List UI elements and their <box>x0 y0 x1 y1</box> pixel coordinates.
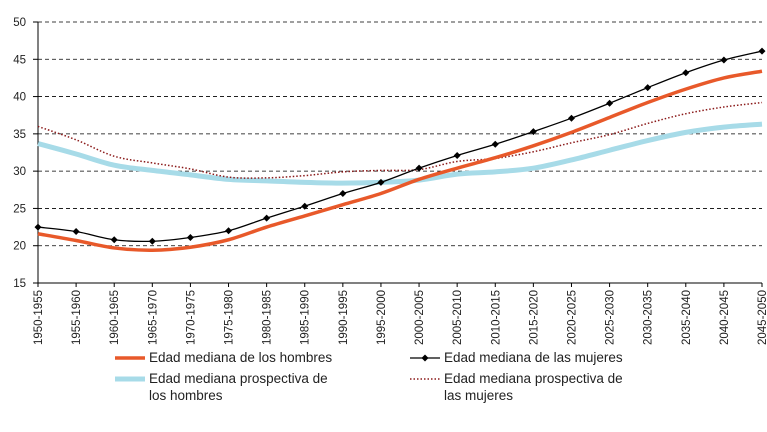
point-marker <box>263 214 271 222</box>
series-line <box>37 50 763 243</box>
chart: 15 20 25 30 35 40 45 50 1950-1955 1955-1960 1960-1… <box>13 17 767 345</box>
x-tick-label: 1990-1995 <box>338 290 350 345</box>
y-tick-label: 45 <box>13 54 26 66</box>
point-marker <box>72 228 80 236</box>
x-tick-label: 1965-1970 <box>147 290 159 345</box>
point-marker <box>148 237 156 245</box>
legend-swatch <box>410 354 440 362</box>
y-tick-label: 35 <box>13 129 26 141</box>
point-marker <box>606 99 614 107</box>
x-tick-label: 1950-1955 <box>33 290 45 345</box>
legend: Edad mediana de los hombres Edad mediana … <box>0 345 767 432</box>
point-marker <box>720 56 728 64</box>
point-marker <box>225 227 233 235</box>
y-tick-label: 25 <box>13 203 26 215</box>
x-tick-label: 2045-2050 <box>757 290 767 345</box>
legend-label: Edad mediana de las mujeres <box>444 350 623 365</box>
legend-item: Edad mediana prospectiva de las mujeres <box>410 370 629 404</box>
point-marker <box>34 223 42 231</box>
x-tick-label: 1955-1960 <box>71 290 83 345</box>
point-marker <box>415 164 423 172</box>
point-marker <box>529 128 537 136</box>
point-marker <box>453 151 461 159</box>
legend-item: Edad mediana de las mujeres <box>410 349 623 366</box>
legend-swatch <box>410 378 440 380</box>
point-marker <box>758 47 766 55</box>
point-marker <box>682 69 690 77</box>
x-tick-label: 1970-1975 <box>185 290 197 345</box>
x-tick-label: 2035-2040 <box>681 290 693 345</box>
x-tick-label: 1960-1965 <box>109 290 121 345</box>
point-marker <box>567 114 575 122</box>
x-tick-label: 2030-2035 <box>643 290 655 345</box>
x-tick-label: 2040-2045 <box>719 290 731 345</box>
x-tick-label: 1975-1980 <box>224 290 236 345</box>
legend-swatch <box>115 376 145 382</box>
series-line <box>37 121 763 186</box>
point-marker <box>644 84 652 92</box>
legend-swatch <box>115 356 145 360</box>
point-marker <box>339 190 347 198</box>
x-tick-label: 2000-2005 <box>414 290 426 345</box>
point-marker <box>491 140 499 148</box>
point-marker <box>377 178 385 186</box>
y-tick-label: 20 <box>13 241 26 253</box>
x-tick-label: 2025-2030 <box>605 290 617 345</box>
legend-marker <box>421 354 429 362</box>
y-tick-label: 30 <box>13 166 26 178</box>
legend-label: Edad mediana de los hombres <box>149 350 333 365</box>
point-marker <box>186 234 194 242</box>
point-marker <box>110 236 118 244</box>
y-tick-label: 40 <box>13 92 26 104</box>
x-tick-label: 1980-1985 <box>262 290 274 345</box>
x-tick-label: 1995-2000 <box>376 290 388 345</box>
x-tick-label: 2020-2025 <box>566 290 578 345</box>
x-tick-label: 2005-2010 <box>452 290 464 345</box>
y-tick-label: 50 <box>13 17 26 29</box>
legend-label: Edad mediana prospectiva de las mujeres <box>444 371 623 403</box>
y-tick-label: 15 <box>13 278 26 290</box>
legend-label: Edad mediana prospectiva de los hombres <box>149 371 328 403</box>
legend-item: Edad mediana prospectiva de los hombres <box>115 370 334 404</box>
x-tick-label: 2015-2020 <box>528 290 540 345</box>
x-tick-label: 1985-1990 <box>300 290 312 345</box>
series-line <box>37 101 763 179</box>
x-tick-label: 2010-2015 <box>490 290 502 345</box>
legend-item: Edad mediana de los hombres <box>115 349 332 366</box>
series-line <box>37 69 763 252</box>
point-marker <box>301 202 309 210</box>
